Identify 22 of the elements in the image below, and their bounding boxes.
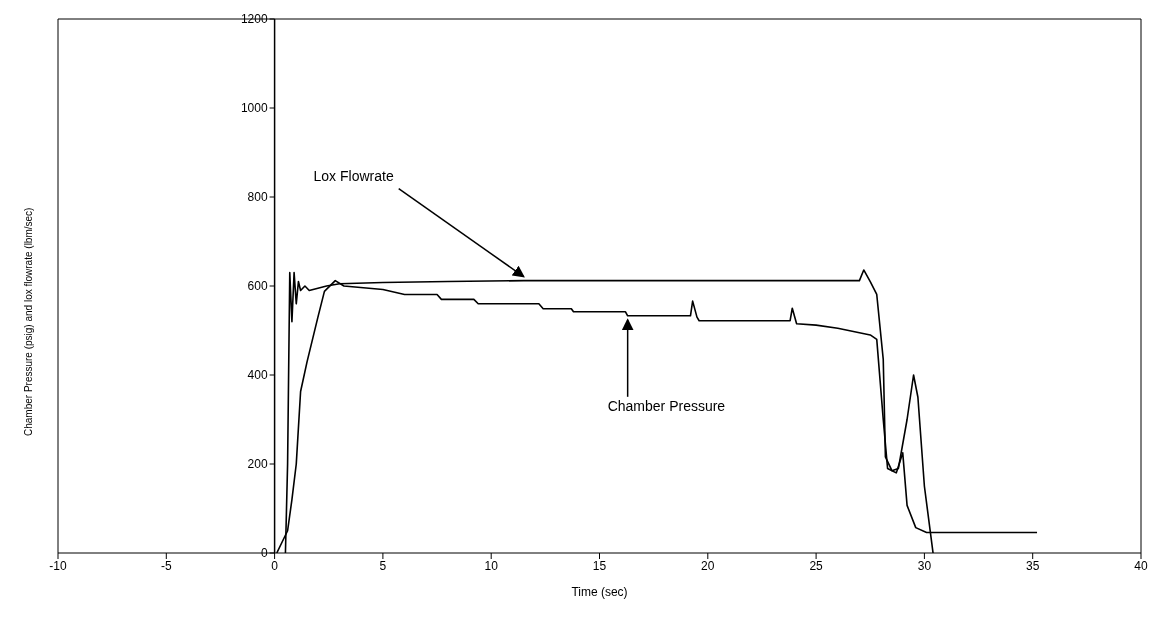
x-tick-label: -10 xyxy=(49,558,67,573)
x-tick-label: 10 xyxy=(484,558,499,573)
x-axis-title: Time (sec) xyxy=(571,585,628,599)
x-tick-label: 5 xyxy=(379,558,387,573)
annotation: Chamber Pressure xyxy=(607,397,726,414)
x-tick-label: 25 xyxy=(809,558,824,573)
y-tick-label: 1000 xyxy=(240,101,268,115)
x-tick-label: 0 xyxy=(271,558,279,573)
x-tick-label: 15 xyxy=(592,558,607,573)
y-tick-label: 400 xyxy=(247,368,268,382)
y-tick-label: 800 xyxy=(247,190,268,204)
x-tick-label: 40 xyxy=(1134,558,1148,573)
y-tick-label: 1200 xyxy=(240,12,268,26)
annotation: Lox Flowrate xyxy=(313,167,394,184)
y-tick-label: 200 xyxy=(247,457,268,471)
y-tick-label: 0 xyxy=(260,546,268,560)
y-axis-title: Chamber Pressure (psig) and lox flowrate (lbm/sec) xyxy=(22,207,34,436)
x-tick-label: 20 xyxy=(701,558,715,573)
x-tick-label: 35 xyxy=(1026,558,1040,573)
x-tick-label: -5 xyxy=(160,558,172,573)
y-tick-label: 600 xyxy=(247,279,268,293)
x-tick-label: 30 xyxy=(917,558,932,573)
